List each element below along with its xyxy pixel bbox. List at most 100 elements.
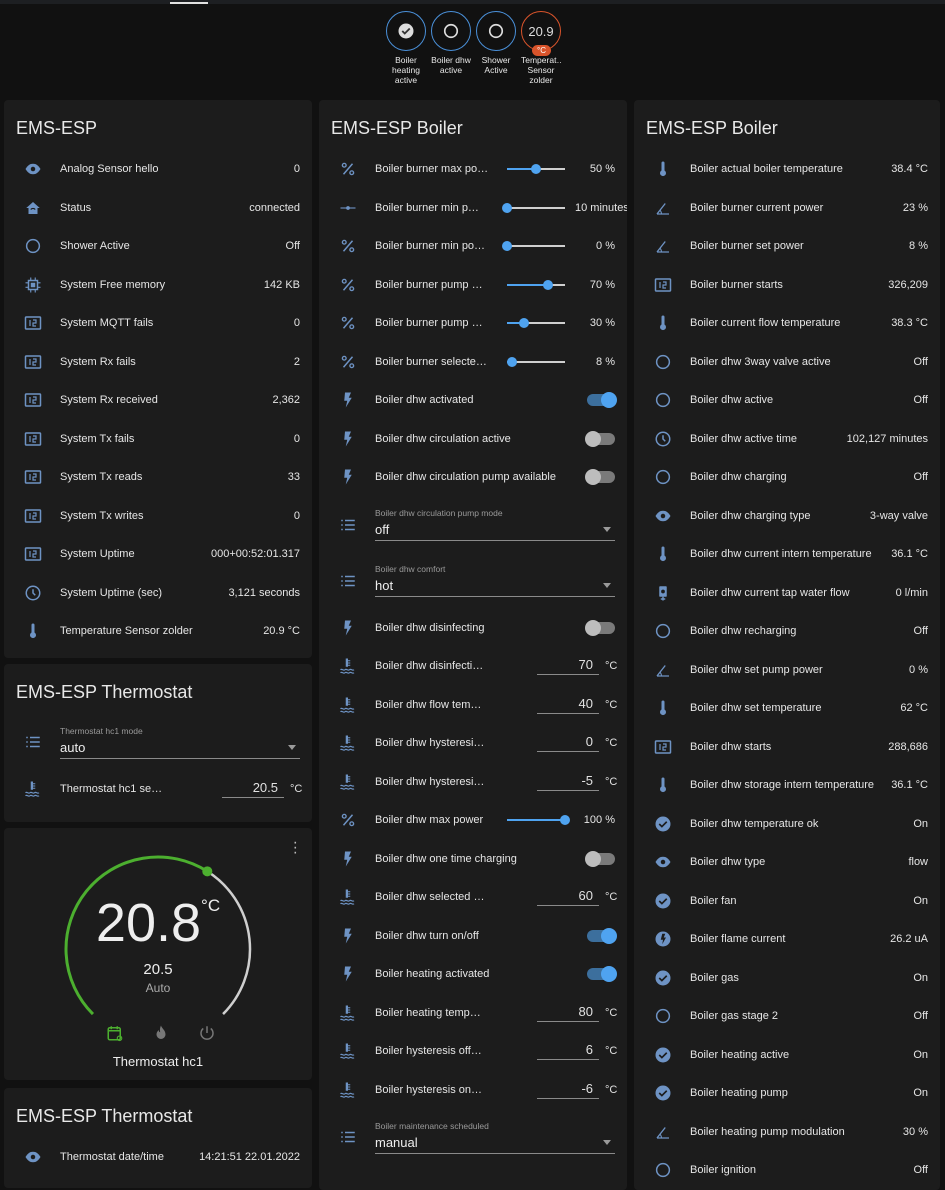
slider-handle[interactable] <box>502 241 512 252</box>
entity-row[interactable]: Boiler dhw hysteresi… 0 °C <box>319 724 627 763</box>
value-slider[interactable] <box>507 164 565 175</box>
entity-row[interactable]: Boiler dhw circulation pump mode off <box>319 497 627 553</box>
slider-handle[interactable] <box>506 356 517 367</box>
number-input[interactable]: 40 <box>537 696 599 714</box>
more-options-icon[interactable]: · · · <box>292 834 298 861</box>
entity-row[interactable]: Boiler burner pump … 30 % <box>319 304 627 343</box>
entity-badge[interactable]: Boiler dhw active <box>431 11 471 85</box>
list-icon <box>337 570 359 592</box>
entity-name: Status <box>60 201 92 214</box>
entity-row[interactable]: Thermostat hc1 se… 20.5 °C <box>4 770 312 809</box>
toggle-switch[interactable] <box>587 927 617 944</box>
value-slider[interactable] <box>506 356 565 367</box>
entity-row[interactable]: Boiler dhw max power 100 % <box>319 801 627 840</box>
entity-row[interactable]: Boiler dhw circulation active <box>319 420 627 459</box>
select-dropdown[interactable]: Boiler dhw circulation pump mode off <box>375 508 615 541</box>
entity-row: Boiler dhw 3way valve active Off <box>634 343 940 382</box>
entity-row[interactable]: Boiler dhw circulation pump available <box>319 458 627 497</box>
entity-row[interactable]: Boiler dhw selected … 60 °C <box>319 878 627 917</box>
entity-badge[interactable]: Boiler heating active <box>386 11 426 85</box>
number-input[interactable]: 20.5 <box>222 780 284 799</box>
select-dropdown[interactable]: Boiler dhw comfort hot <box>375 564 615 597</box>
heat-mode-icon[interactable] <box>152 1024 170 1042</box>
select-value: hot <box>375 578 394 593</box>
entity-row[interactable]: Boiler burner min p… 10 minutes <box>319 189 627 228</box>
hvac-mode-label: Auto <box>145 981 171 995</box>
number-input[interactable]: 0 <box>537 734 599 753</box>
entity-row[interactable]: Boiler dhw turn on/off <box>319 917 627 956</box>
entity-row: Boiler dhw recharging Off <box>634 612 940 651</box>
entity-row[interactable]: Boiler dhw disinfecti… 70 °C <box>319 647 627 686</box>
entity-row: System Free memory 142 KB <box>4 266 312 305</box>
slider-handle[interactable] <box>542 279 553 290</box>
value-slider[interactable] <box>502 241 565 252</box>
entity-row[interactable]: Boiler dhw flow tem… 40 °C <box>319 686 627 725</box>
entity-name: Boiler heating temp… <box>375 1006 481 1019</box>
entity-row[interactable]: Boiler burner min po… 0 % <box>319 227 627 266</box>
entity-value: connected <box>249 201 300 214</box>
entity-row[interactable]: Boiler hysteresis on… -6 °C <box>319 1071 627 1110</box>
slider-handle[interactable] <box>519 318 530 329</box>
counter-icon <box>22 543 44 565</box>
angle-icon <box>652 197 674 219</box>
schedule-mode-icon[interactable] <box>106 1024 124 1042</box>
slider-handle[interactable] <box>560 815 570 826</box>
slider-handle[interactable] <box>531 164 541 175</box>
entity-value: Off <box>913 625 928 638</box>
setpoint-handle <box>202 866 213 877</box>
toggle-switch[interactable] <box>587 966 617 983</box>
value-slider[interactable] <box>507 318 565 329</box>
number-input[interactable]: 70 <box>537 657 599 676</box>
number-input[interactable]: -6 <box>537 1081 599 1099</box>
toggle-switch[interactable] <box>585 469 615 486</box>
eye-icon <box>22 1146 44 1168</box>
entity-row[interactable]: Boiler burner selecte… 8 % <box>319 343 627 382</box>
number-input[interactable]: -5 <box>537 773 599 791</box>
value-slider[interactable] <box>507 279 565 290</box>
card-title: EMS-ESP Thermostat <box>16 1106 193 1126</box>
entity-name: Boiler heating activated <box>375 968 490 981</box>
power-off-icon[interactable] <box>198 1024 216 1042</box>
toggle-switch[interactable] <box>587 392 617 409</box>
clock-icon <box>22 582 44 604</box>
entity-row[interactable]: Boiler dhw activated <box>319 381 627 420</box>
number-input[interactable]: 6 <box>537 1042 599 1061</box>
entity-row[interactable]: Boiler heating temp… 80 °C <box>319 994 627 1033</box>
entity-row[interactable]: Boiler dhw comfort hot <box>319 553 627 609</box>
list-icon <box>337 514 359 536</box>
select-dropdown[interactable]: Thermostat hc1 mode auto <box>60 726 300 759</box>
toggle-switch[interactable] <box>585 850 615 867</box>
entity-value: On <box>913 817 928 830</box>
counter-icon <box>22 428 44 450</box>
card-thermostat-datetime: EMS-ESP Thermostat Thermostat date/time 1… <box>4 1088 312 1188</box>
entity-row[interactable]: Boiler dhw hysteresi… -5 °C <box>319 763 627 802</box>
entity-row[interactable]: Boiler burner pump … 70 % <box>319 266 627 305</box>
card-thermostat-entities: EMS-ESP Thermostat Thermostat hc1 mode au… <box>4 664 312 822</box>
entity-badge[interactable]: Shower Active <box>476 11 516 85</box>
value-slider[interactable] <box>502 202 565 213</box>
entity-row[interactable]: Boiler heating activated <box>319 955 627 994</box>
entity-row[interactable]: Boiler dhw disinfecting <box>319 609 627 648</box>
percent-icon <box>337 809 359 831</box>
entity-row[interactable]: Thermostat hc1 mode auto <box>4 714 312 770</box>
value-slider[interactable] <box>507 815 570 826</box>
counter-icon <box>22 351 44 373</box>
thermometer-icon <box>22 620 44 642</box>
list-icon <box>337 1126 359 1148</box>
entity-value: On <box>913 1087 928 1100</box>
thermostat-dial[interactable] <box>4 828 312 1080</box>
flash-icon <box>337 848 359 870</box>
entity-name: Boiler dhw disinfecting <box>375 621 485 634</box>
entity-row[interactable]: Boiler hysteresis off… 6 °C <box>319 1032 627 1071</box>
select-dropdown[interactable]: Boiler maintenance scheduled manual <box>375 1121 615 1154</box>
number-input[interactable]: 60 <box>537 888 599 907</box>
number-input[interactable]: 80 <box>537 1004 599 1022</box>
entity-row[interactable]: Boiler maintenance scheduled manual <box>319 1109 627 1165</box>
toggle-switch[interactable] <box>585 619 615 636</box>
entity-row[interactable]: Boiler dhw one time charging <box>319 840 627 879</box>
toggle-switch[interactable] <box>585 430 615 447</box>
flash-icon <box>337 466 359 488</box>
slider-handle[interactable] <box>502 202 512 213</box>
entity-badge[interactable]: 20.9 °C Temperat… Sensor zolder <box>521 11 561 85</box>
entity-row[interactable]: Boiler burner max po… 50 % <box>319 150 627 189</box>
